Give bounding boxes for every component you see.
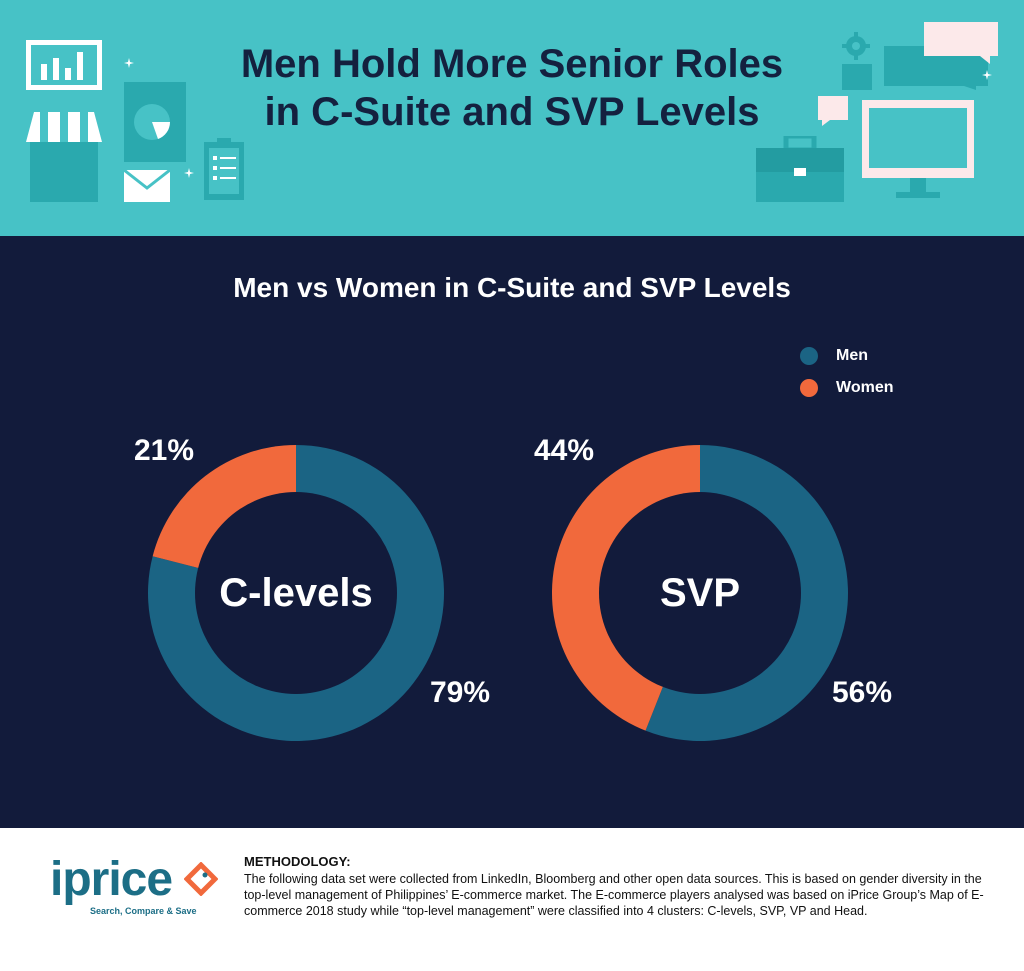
- chart-legend: Men Women: [800, 340, 893, 404]
- data-label-c-levels-men: 79%: [430, 676, 491, 709]
- data-label-c-levels-women: 21%: [134, 434, 195, 467]
- legend-label-women: Women: [836, 379, 894, 396]
- clipboard-icon: [204, 138, 244, 200]
- donut-chart-c-levels: C-levels: [147, 445, 444, 741]
- legend-item-women: Women: [800, 372, 893, 404]
- iprice-logo: iprice Search, Compare & Save: [50, 852, 230, 942]
- chart-title: Men vs Women in C-Suite and SVP Levels: [233, 272, 791, 303]
- envelope-icon: [124, 170, 170, 202]
- legend-label-men: Men: [836, 347, 868, 364]
- logo-tagline: Search, Compare & Save: [90, 906, 197, 916]
- price-tag-icon: [184, 862, 218, 896]
- data-label-svp-men: 56%: [832, 676, 893, 709]
- pie-report-icon: [124, 82, 186, 162]
- bar-chart-icon: [26, 40, 102, 90]
- chat-bubble-icon: [924, 22, 998, 64]
- logo-wordmark: iprice: [50, 853, 173, 906]
- header-banner: Men Hold More Senior Roles in C-Suite an…: [0, 0, 1024, 236]
- sparkle-icon: [124, 58, 134, 68]
- main-title: Men Hold More Senior Roles in C-Suite an…: [0, 40, 1024, 136]
- sparkle-icon: [982, 70, 992, 80]
- donut-chart-svp: SVP: [551, 445, 848, 741]
- main-title-line-2: in C-Suite and SVP Levels: [264, 90, 760, 134]
- donut-hole-svp: [599, 492, 801, 694]
- legend-swatch-men: [800, 347, 818, 365]
- data-label-svp-women: 44%: [534, 434, 595, 467]
- gear-icon: [842, 32, 870, 60]
- methodology-section: METHODOLOGY: The following data set were…: [244, 854, 984, 919]
- donut-center-label-svp: SVP: [660, 571, 740, 615]
- square-tile-icon: [842, 64, 872, 90]
- briefcase-icon: [756, 136, 844, 202]
- chat-bubble-icon: [818, 96, 848, 126]
- chart-panel: Men vs Women in C-Suite and SVP Levels M…: [0, 236, 1024, 828]
- donut-hole-c-levels: [195, 492, 397, 694]
- legend-swatch-women: [800, 379, 818, 397]
- monitor-icon: [862, 100, 974, 198]
- donut-center-label-c-levels: C-levels: [219, 571, 372, 615]
- sparkle-icon: [184, 168, 194, 178]
- methodology-text: The following data set were collected fr…: [244, 872, 984, 918]
- main-title-line-1: Men Hold More Senior Roles: [240, 42, 784, 86]
- storefront-icon: [26, 112, 102, 202]
- footer: iprice Search, Compare & Save METHODOLOG…: [0, 828, 1024, 971]
- methodology-title: METHODOLOGY:: [244, 854, 351, 869]
- legend-item-men: Men: [800, 340, 893, 372]
